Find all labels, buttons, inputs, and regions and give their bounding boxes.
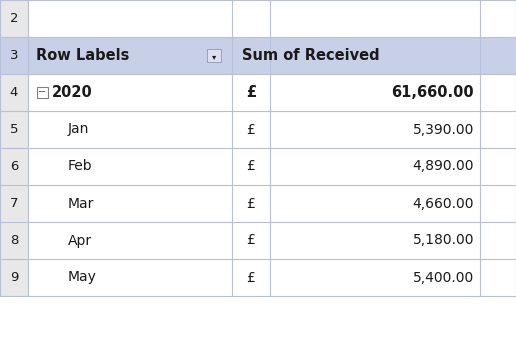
Bar <box>207 49 221 62</box>
Bar <box>0 148 28 185</box>
Bar <box>0 74 28 111</box>
Text: 61,660.00: 61,660.00 <box>391 85 474 100</box>
Text: 4: 4 <box>10 86 18 99</box>
Bar <box>28 37 516 74</box>
Text: 3: 3 <box>10 49 18 62</box>
Text: Feb: Feb <box>68 159 93 174</box>
Text: 4,890.00: 4,890.00 <box>412 159 474 174</box>
Text: Row Labels: Row Labels <box>36 48 130 63</box>
Bar <box>28 222 516 259</box>
Text: £: £ <box>247 271 255 284</box>
Bar <box>28 148 516 185</box>
Text: ▾: ▾ <box>212 52 216 61</box>
Bar <box>0 185 28 222</box>
Text: May: May <box>68 271 97 284</box>
Text: 2020: 2020 <box>52 85 92 100</box>
Bar <box>0 0 28 37</box>
Text: £: £ <box>247 123 255 136</box>
Bar <box>28 0 516 37</box>
Bar <box>37 87 47 98</box>
Bar <box>0 222 28 259</box>
Bar <box>0 111 28 148</box>
Text: 2: 2 <box>10 12 18 25</box>
Text: 5,180.00: 5,180.00 <box>412 234 474 247</box>
Bar <box>28 74 516 111</box>
Text: −: − <box>38 88 46 97</box>
Bar <box>28 111 516 148</box>
Text: £: £ <box>247 159 255 174</box>
Text: £: £ <box>247 234 255 247</box>
Text: £: £ <box>247 196 255 211</box>
Text: 7: 7 <box>10 197 18 210</box>
Text: Mar: Mar <box>68 196 94 211</box>
Text: 5,390.00: 5,390.00 <box>413 123 474 136</box>
Bar <box>0 37 28 74</box>
Bar <box>28 259 516 296</box>
Bar <box>0 259 28 296</box>
Text: 4,660.00: 4,660.00 <box>412 196 474 211</box>
Text: Jan: Jan <box>68 123 89 136</box>
Text: 6: 6 <box>10 160 18 173</box>
Text: 5: 5 <box>10 123 18 136</box>
Bar <box>28 185 516 222</box>
Text: Apr: Apr <box>68 234 92 247</box>
Text: £: £ <box>246 85 256 100</box>
Text: 9: 9 <box>10 271 18 284</box>
Text: Sum of Received: Sum of Received <box>242 48 380 63</box>
Text: 8: 8 <box>10 234 18 247</box>
Text: 5,400.00: 5,400.00 <box>413 271 474 284</box>
